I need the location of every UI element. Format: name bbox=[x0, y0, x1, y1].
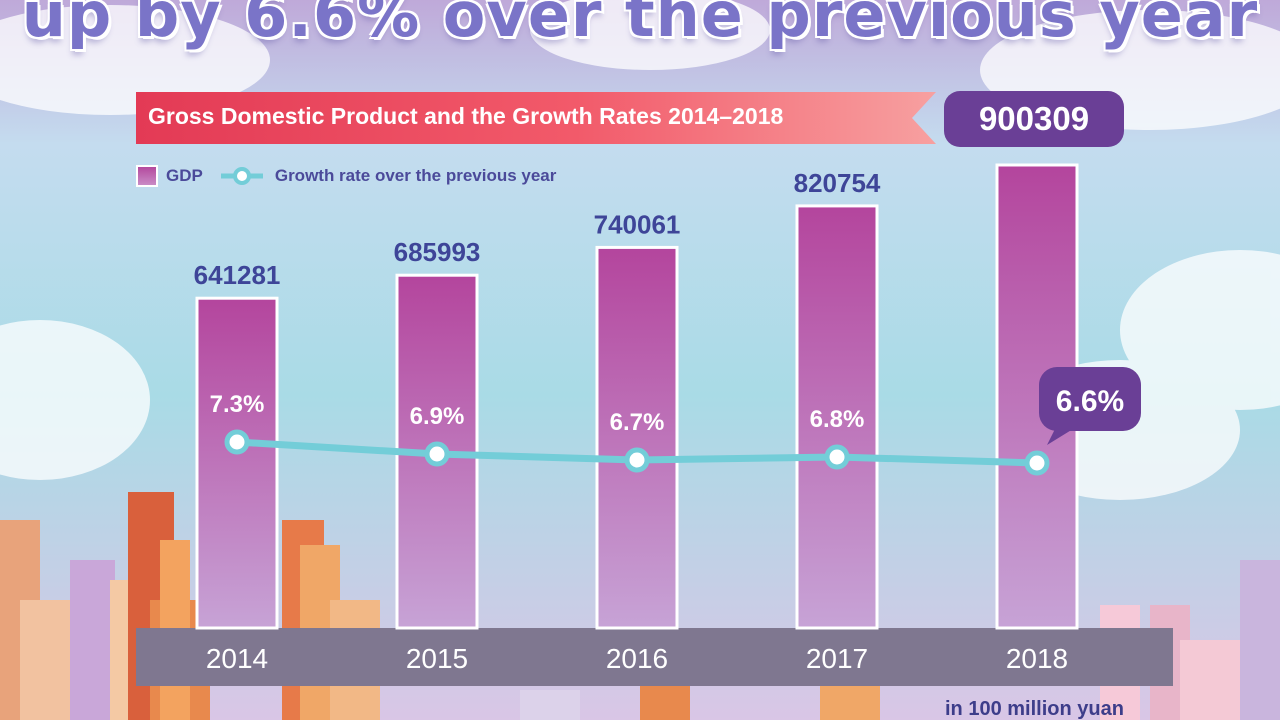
growth-rate-label-2014: 7.3% bbox=[210, 391, 265, 418]
growth-rate-label-2016: 6.7% bbox=[610, 409, 665, 436]
growth-rate-point-2017 bbox=[824, 444, 850, 470]
growth-rate-label-2018: 6.6% bbox=[1056, 385, 1124, 418]
year-label-2015: 2015 bbox=[406, 643, 468, 674]
growth-rate-2018-bubble: 6.6% bbox=[1039, 367, 1141, 445]
growth-rate-label-2015: 6.9% bbox=[410, 403, 465, 430]
growth-rate-point-2015 bbox=[424, 441, 450, 467]
legend-bar-label: GDP bbox=[166, 166, 203, 185]
legend-bar-swatch bbox=[136, 165, 158, 187]
year-label-2014: 2014 bbox=[206, 643, 268, 674]
gdp-value-2017: 820754 bbox=[794, 168, 881, 198]
chart-title: Gross Domestic Product and the Growth Ra… bbox=[148, 103, 784, 129]
year-label-2018: 2018 bbox=[1006, 643, 1068, 674]
gdp-value-2014: 641281 bbox=[194, 260, 281, 290]
gdp-value-2015: 685993 bbox=[394, 237, 481, 267]
unit-note: in 100 million yuan bbox=[945, 698, 1124, 720]
year-label-2017: 2017 bbox=[806, 643, 868, 674]
gdp-value-2016: 740061 bbox=[594, 209, 681, 239]
growth-rate-point-2014 bbox=[224, 429, 250, 455]
legend: GDP Growth rate over the previous year bbox=[136, 163, 556, 189]
legend-line-label: Growth rate over the previous year bbox=[274, 166, 557, 185]
x-axis-band bbox=[136, 628, 1173, 686]
chart-title-banner bbox=[136, 92, 936, 144]
growth-rate-label-2017: 6.8% bbox=[810, 406, 865, 433]
growth-rate-point-2016 bbox=[624, 447, 650, 473]
gdp-2018-badge: 900309 bbox=[944, 91, 1124, 147]
year-label-2016: 2016 bbox=[606, 643, 668, 674]
headline: up by 6.6% over the previous year bbox=[21, 0, 1259, 51]
gdp-bar-2016 bbox=[595, 245, 679, 630]
growth-rate-point-2018 bbox=[1024, 450, 1050, 476]
legend-line-swatch bbox=[220, 167, 263, 185]
gdp-bar-2014 bbox=[195, 296, 279, 630]
gdp-bar-2017 bbox=[795, 204, 879, 630]
